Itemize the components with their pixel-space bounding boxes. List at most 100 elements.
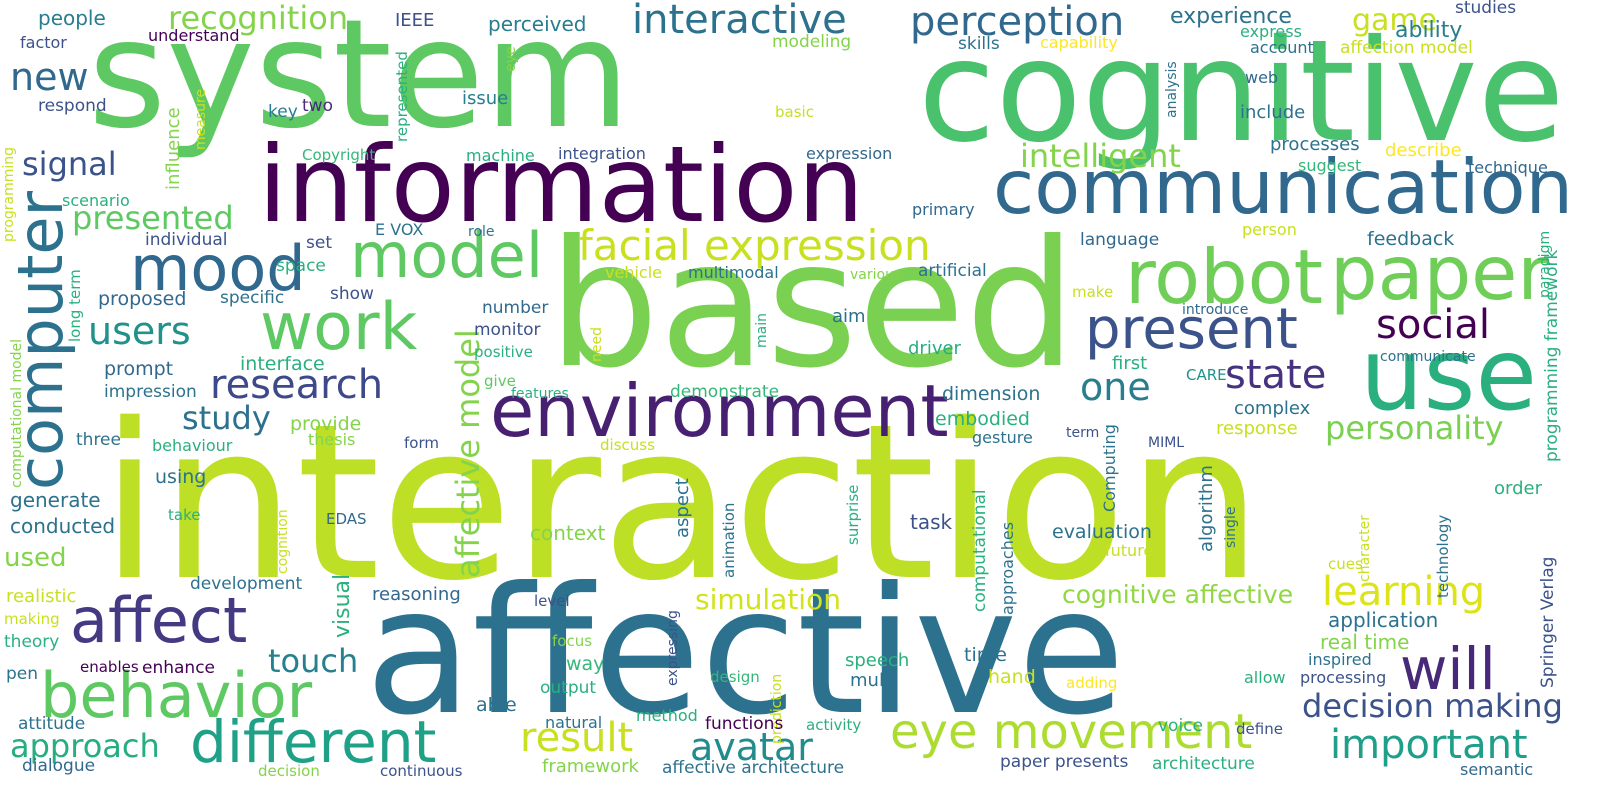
word: processing <box>1300 668 1387 687</box>
word: information <box>258 124 865 246</box>
word: cues <box>1328 555 1363 573</box>
word: processes <box>1270 134 1360 155</box>
word: language <box>1080 230 1160 250</box>
word: perception <box>910 0 1125 45</box>
word: eye movement <box>890 704 1253 760</box>
word: level <box>534 592 570 610</box>
word: surprise <box>844 484 862 545</box>
word: impression <box>104 382 197 402</box>
word: affection model <box>1340 38 1473 58</box>
word: present <box>1085 297 1298 362</box>
word: influence <box>163 107 184 190</box>
word: perceived <box>488 12 587 36</box>
word: future <box>1105 541 1154 560</box>
word: task <box>910 510 953 534</box>
word: hand <box>988 666 1036 688</box>
word: demonstrate <box>670 382 780 402</box>
word: monitor <box>474 320 541 340</box>
word: game <box>1352 3 1438 38</box>
word: term <box>1066 425 1100 441</box>
word: realistic <box>6 586 77 607</box>
word: affect <box>70 584 248 657</box>
word: IEEE <box>395 10 435 31</box>
word: paper <box>1330 229 1549 317</box>
word: factor <box>20 33 67 52</box>
word: voice <box>1158 716 1203 736</box>
word: respond <box>38 96 107 116</box>
word: measure <box>193 88 209 150</box>
word: Computing <box>1100 424 1119 512</box>
word: study <box>182 399 271 437</box>
word: express <box>1240 22 1302 41</box>
word: users <box>88 309 191 353</box>
word: positive <box>474 343 533 361</box>
word: framework <box>542 756 639 777</box>
word: MIML <box>1148 435 1185 451</box>
word: natural <box>545 713 603 732</box>
word: generate <box>10 488 101 512</box>
word: prompt <box>104 358 174 380</box>
word: conducted <box>10 514 116 538</box>
word: provide <box>290 413 362 435</box>
word: scenario <box>62 191 130 210</box>
word: avatar <box>690 725 813 769</box>
word: one <box>1080 365 1151 409</box>
word: output <box>540 678 597 698</box>
word: visual <box>330 573 355 638</box>
word: make <box>1072 283 1114 301</box>
word: architecture <box>1152 754 1255 774</box>
word: integration <box>558 144 646 163</box>
word: issue <box>462 88 509 109</box>
word: Springer Verlag <box>1538 556 1558 688</box>
word: feedback <box>1367 228 1455 250</box>
word: machine <box>466 146 535 165</box>
word: technology <box>1434 514 1452 598</box>
word: interactive <box>632 0 847 43</box>
word: aspect <box>672 478 693 538</box>
word: give <box>484 372 516 390</box>
word: important <box>1330 722 1528 768</box>
word: modeling <box>772 32 852 52</box>
word: technique <box>1468 158 1548 177</box>
word: theory <box>4 632 60 652</box>
word: interface <box>240 353 325 375</box>
word: need <box>589 327 605 362</box>
word: focus <box>552 632 593 650</box>
word: affective <box>365 551 1126 754</box>
word: vehicle <box>605 263 662 282</box>
word: individual <box>145 230 228 250</box>
word: cognitive affective <box>1062 580 1294 609</box>
word: system <box>88 0 631 162</box>
word: social <box>1376 302 1491 348</box>
word: making <box>4 610 60 628</box>
word: development <box>190 574 303 594</box>
word: dialogue <box>22 756 96 776</box>
word: expression <box>806 144 893 163</box>
word: artificial <box>918 261 987 281</box>
word: three <box>76 430 121 450</box>
word: form <box>404 434 439 452</box>
word: eye <box>503 46 519 72</box>
word: design <box>710 668 760 686</box>
word: method <box>636 706 698 725</box>
word: specific <box>220 288 285 308</box>
word: attitude <box>18 714 86 734</box>
word: affective model <box>449 329 487 578</box>
word: capability <box>1040 33 1118 52</box>
word: context <box>530 521 606 545</box>
word: proposed <box>98 288 187 310</box>
word: computational <box>970 489 990 612</box>
word: based <box>548 204 1077 407</box>
word: order <box>1494 478 1542 499</box>
word: describe <box>1385 140 1462 161</box>
word: main <box>754 313 770 348</box>
word: embodied <box>935 408 1030 430</box>
word: semantic <box>1460 760 1534 779</box>
word: expressing <box>665 610 681 686</box>
word: various <box>850 267 902 283</box>
word: suggest <box>1298 156 1362 175</box>
word: thesis <box>308 430 356 449</box>
word: studies <box>1455 0 1517 18</box>
word: two <box>302 96 333 116</box>
word: primary <box>912 200 975 219</box>
